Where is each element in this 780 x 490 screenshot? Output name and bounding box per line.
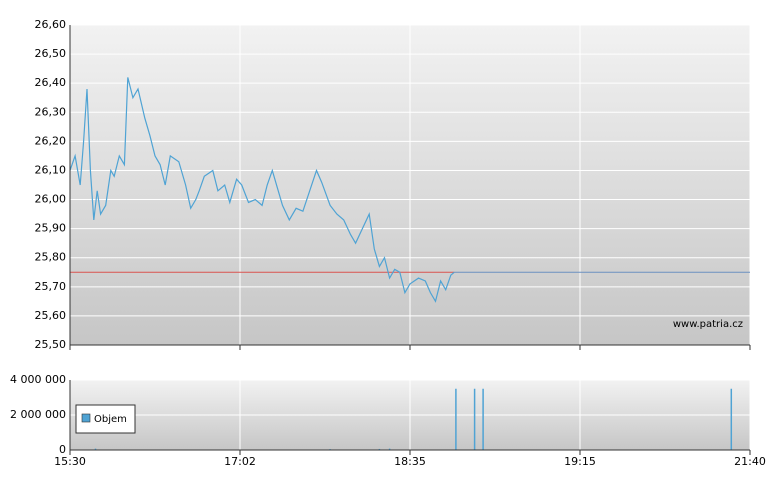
x-tick-label: 18:35 xyxy=(394,455,426,468)
volume-bar xyxy=(730,388,733,450)
y-tick-label: 26,30 xyxy=(35,105,67,118)
y-tick-label: 26,50 xyxy=(35,47,67,60)
y-tick-label: 26,10 xyxy=(35,163,67,176)
y-tick-label: 25,70 xyxy=(35,280,67,293)
legend-label: Objem xyxy=(94,414,127,425)
x-tick-label: 15:30 xyxy=(54,455,86,468)
y-tick-label: 26,40 xyxy=(35,76,67,89)
volume-bar xyxy=(473,388,476,450)
x-tick-label: 19:15 xyxy=(564,455,596,468)
legend-swatch xyxy=(81,413,91,423)
x-tick-label: 17:02 xyxy=(224,455,256,468)
y-tick-label: 26,00 xyxy=(35,193,67,206)
y-tick-label: 25,80 xyxy=(35,251,67,264)
y-tick-label: 4 000 000 xyxy=(10,373,66,386)
y-tick-label: 25,50 xyxy=(35,338,67,351)
price-line xyxy=(69,77,455,303)
volume-bar xyxy=(455,388,457,450)
watermark: www.patria.cz xyxy=(673,319,743,330)
y-tick-label: 25,60 xyxy=(35,309,67,322)
volume-bar xyxy=(388,448,391,450)
y-tick-label: 26,20 xyxy=(35,134,67,147)
volume-bar xyxy=(94,448,97,450)
volume-bar xyxy=(378,448,381,450)
y-tick-label: 26,60 xyxy=(35,18,67,31)
y-tick-label: 0 xyxy=(59,443,66,456)
x-tick-label: 21:40 xyxy=(734,455,766,468)
volume-bar xyxy=(482,388,484,450)
y-tick-label: 2 000 000 xyxy=(10,408,66,421)
y-tick-label: 25,90 xyxy=(35,222,67,235)
